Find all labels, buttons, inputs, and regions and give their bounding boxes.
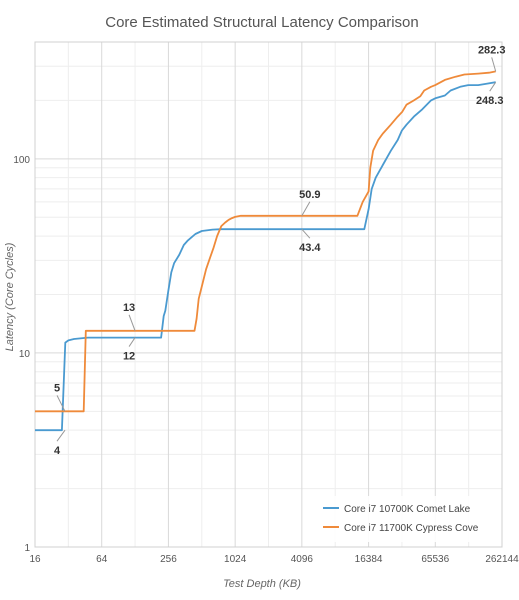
annotation-label: 5 xyxy=(54,382,60,394)
x-tick-label: 16384 xyxy=(355,554,383,565)
x-axis-ticks: 16 64 256 1024 4096 16384 65536 262144 xyxy=(29,554,519,565)
y-axis-ticks: 1 10 100 xyxy=(13,155,30,554)
annotation-label: 13 xyxy=(123,302,135,314)
x-tick-label: 256 xyxy=(160,554,177,565)
annotation-label: 12 xyxy=(123,351,135,363)
y-axis-label: Latency (Core Cycles) xyxy=(4,242,16,351)
series-layer xyxy=(35,70,496,432)
annotation-leader xyxy=(56,395,66,412)
legend: Core i7 10700K Comet Lake Core i7 11700K… xyxy=(317,496,500,542)
chart-title: Core Estimated Structural Latency Compar… xyxy=(105,14,418,31)
annotation-label: 282.3 xyxy=(478,44,506,56)
x-tick-label: 65536 xyxy=(421,554,449,565)
y-tick-label: 100 xyxy=(13,155,30,166)
x-tick-label: 1024 xyxy=(224,554,247,565)
annotation-leader xyxy=(489,81,497,92)
series-line-cypress-cove xyxy=(35,70,496,413)
annotation-leader xyxy=(491,57,497,72)
series-line-comet-lake xyxy=(35,81,496,432)
x-axis-label: Test Depth (KB) xyxy=(223,578,301,590)
annotation-leader xyxy=(128,314,136,331)
x-tick-label: 16 xyxy=(29,554,41,565)
x-tick-label: 64 xyxy=(96,554,108,565)
annotation-label: 248.3 xyxy=(476,95,504,107)
x-tick-label: 4096 xyxy=(291,554,314,565)
annotation-layer: 5 4 13 12 50.9 43.4 282.3 248.3 xyxy=(54,44,506,457)
annotation-label: 43.4 xyxy=(299,242,321,254)
annotation-leader xyxy=(301,228,311,239)
legend-label-comet-lake: Core i7 10700K Comet Lake xyxy=(344,504,471,515)
annotation-label: 50.9 xyxy=(299,189,320,201)
legend-box xyxy=(317,496,500,542)
chart-grid xyxy=(34,42,503,548)
annotation-leader xyxy=(56,429,66,442)
x-tick-label: 262144 xyxy=(485,554,519,565)
y-tick-label: 1 xyxy=(24,543,30,554)
legend-label-cypress-cove: Core i7 11700K Cypress Cove xyxy=(344,523,479,534)
annotation-leader xyxy=(128,337,136,347)
plot-frame xyxy=(34,41,503,548)
y-tick-label: 10 xyxy=(19,349,31,360)
annotation-leader xyxy=(301,201,311,217)
annotation-label: 4 xyxy=(54,445,61,457)
